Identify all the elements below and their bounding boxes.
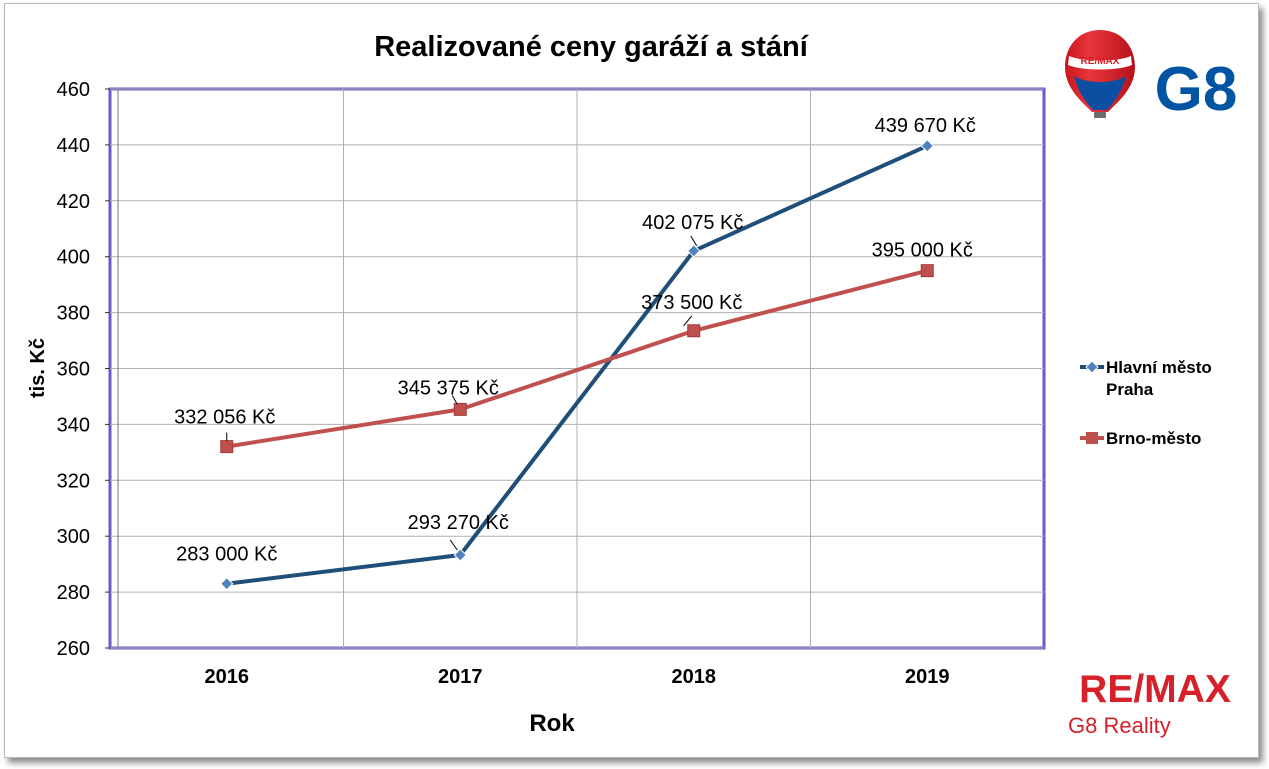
data-label: 283 000 Kč xyxy=(176,544,277,566)
legend-marker-square xyxy=(1086,432,1098,444)
y-tick-label: 380 xyxy=(57,303,90,325)
data-label: 293 270 Kč xyxy=(408,512,509,534)
y-tick-label: 300 xyxy=(57,526,90,548)
chart-title: Realizované ceny garáží a stání xyxy=(374,31,809,63)
data-point-diamond xyxy=(920,139,934,153)
x-tick-label: 2019 xyxy=(905,666,950,688)
x-tick-label: 2016 xyxy=(205,666,250,688)
y-tick-label: 280 xyxy=(57,582,90,604)
x-tick-label: 2017 xyxy=(438,666,483,688)
data-point-square xyxy=(687,324,701,338)
remax-balloon-logo: RE/MAX xyxy=(1065,30,1135,118)
data-label: 439 670 Kč xyxy=(875,115,976,137)
data-point-diamond xyxy=(687,244,701,258)
g8-logo-text: G8 xyxy=(1155,55,1238,124)
series-line-0 xyxy=(226,143,929,586)
x-axis-title: Rok xyxy=(529,710,575,737)
y-tick-label: 260 xyxy=(57,638,90,660)
data-label: 332 056 Kč xyxy=(174,407,275,429)
balloon-text: RE/MAX xyxy=(1081,56,1120,67)
balloon-band xyxy=(1068,56,1132,70)
y-axis-title: tis. Kč xyxy=(27,338,49,398)
data-point-square xyxy=(453,402,467,416)
data-label-leader xyxy=(683,315,693,327)
y-tick-label: 420 xyxy=(57,191,90,213)
y-tick-label: 320 xyxy=(57,470,90,492)
data-label-leader xyxy=(451,395,458,405)
y-tick-label: 460 xyxy=(57,79,90,101)
remax-wordmark: RE/MAX xyxy=(1079,668,1231,711)
legend-label: Praha xyxy=(1106,380,1154,399)
legend-label: Brno-město xyxy=(1106,429,1201,448)
balloon-basket xyxy=(1094,112,1106,118)
series-line-1 xyxy=(226,268,928,449)
y-tick-label: 400 xyxy=(57,247,90,269)
data-point-square xyxy=(220,440,234,454)
x-tick-label: 2018 xyxy=(672,666,717,688)
g8-reality-text: G8 Reality xyxy=(1068,713,1171,738)
data-point-diamond xyxy=(220,577,234,591)
series xyxy=(220,139,934,591)
balloon-lower xyxy=(1074,76,1126,110)
data-label: 373 500 Kč xyxy=(641,292,742,314)
data-label-leader xyxy=(690,235,698,247)
y-axis: 260 280 300 320 340 360 380 400 420 440 460 xyxy=(57,79,119,660)
data-label: 395 000 Kč xyxy=(872,240,973,262)
data-label: 402 075 Kč xyxy=(642,212,743,234)
legend-marker-diamond xyxy=(1085,360,1099,374)
legend: Hlavní město Praha Brno-město xyxy=(1080,358,1212,448)
data-point-square xyxy=(920,264,934,278)
data-labels: 283 000 Kč 293 270 Kč 402 075 Kč 439 670 Kč… xyxy=(174,115,976,566)
data-label-leader xyxy=(449,539,458,551)
legend-label: Hlavní město xyxy=(1106,358,1212,377)
gridlines xyxy=(110,88,1044,649)
y-tick-label: 340 xyxy=(57,414,90,436)
data-point-diamond xyxy=(453,548,467,562)
x-axis: 2016 2017 2018 2019 xyxy=(205,666,950,688)
data-label: 345 375 Kč xyxy=(398,377,499,399)
y-tick-label: 360 xyxy=(57,359,90,381)
y-tick-label: 440 xyxy=(57,135,90,157)
